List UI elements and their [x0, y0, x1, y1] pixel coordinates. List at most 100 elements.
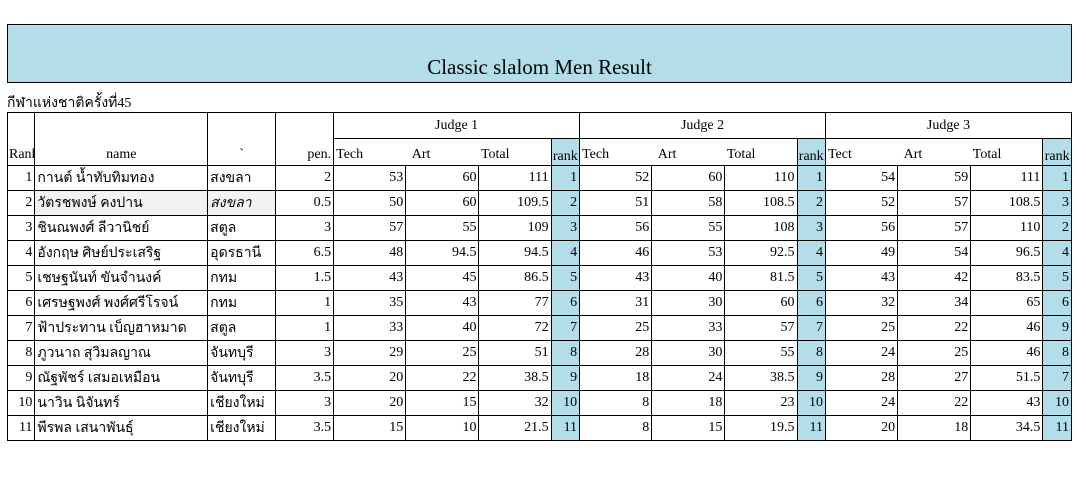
name-cell: วัตรชพงษ์ คงปาน	[34, 190, 209, 216]
j2-total-cell: 57	[724, 315, 798, 341]
j1-art-header: Art	[405, 138, 479, 166]
pen-cell: 3	[275, 390, 335, 416]
pen-header: pen.	[275, 138, 335, 166]
j3-rank-cell: 11	[1042, 415, 1072, 441]
province-cell: สงขลา	[207, 190, 277, 216]
j1-art-cell: 43	[405, 290, 480, 316]
j1-tech-cell: 57	[333, 215, 407, 241]
j1-tech-cell: 20	[333, 390, 407, 416]
pen-cell: 1	[275, 290, 335, 316]
table-row: 7 ฟ้าประทาน เบ็ญฮาหมาด สตูล 1 33 40 72 7 25 33 57 7…	[6, 315, 1072, 341]
rank-cell: 3	[6, 215, 36, 241]
name-cell: กานต์ น้ำทับทิมทอง	[34, 165, 209, 191]
name-header: name	[34, 138, 209, 166]
province-header: `	[207, 138, 277, 166]
j3-art-header: Art	[897, 138, 971, 166]
name-cell: อังกฤษ ศิษย์ประเสริฐ	[34, 240, 209, 266]
pen-cell: 6.5	[275, 240, 335, 266]
rank-cell: 6	[6, 290, 36, 316]
j3-total-cell: 111	[970, 165, 1044, 191]
j1-tech-cell: 53	[333, 165, 407, 191]
j2-art-cell: 33	[651, 315, 726, 341]
j2-tech-cell: 18	[579, 365, 653, 391]
j1-rank-cell: 9	[550, 365, 581, 391]
j2-total-cell: 60	[724, 290, 798, 316]
j2-tech-cell: 46	[579, 240, 653, 266]
j2-tech-cell: 52	[579, 165, 653, 191]
j3-art-cell: 42	[897, 265, 972, 291]
j1-art-cell: 22	[405, 365, 480, 391]
j1-tech-cell: 20	[333, 365, 407, 391]
j2-total-cell: 55	[724, 340, 798, 366]
j2-tech-header: Tech	[579, 138, 652, 166]
j3-tech-cell: 56	[824, 215, 899, 241]
j1-rank-cell: 2	[550, 190, 581, 216]
j3-total-cell: 65	[970, 290, 1044, 316]
j1-art-cell: 60	[405, 165, 480, 191]
j2-art-cell: 60	[651, 165, 726, 191]
rank-cell: 1	[6, 165, 36, 191]
j1-tech-header: Tech	[333, 138, 406, 166]
j3-total-cell: 34.5	[970, 415, 1044, 441]
j1-total-cell: 109	[478, 215, 552, 241]
j2-art-cell: 55	[651, 215, 726, 241]
j1-total-cell: 94.5	[478, 240, 552, 266]
j1-rank-cell: 6	[550, 290, 581, 316]
table-row: 4 อังกฤษ ศิษย์ประเสริฐ อุดรธานี 6.5 48 94.5 94…	[6, 240, 1072, 266]
j2-rank-cell: 11	[796, 415, 826, 441]
j3-art-cell: 22	[897, 315, 972, 341]
j2-tech-cell: 56	[579, 215, 653, 241]
results-table: Judge 1 Judge 2 Judge 3 Rank name ` pen.…	[6, 112, 1073, 441]
j3-total-cell: 110	[970, 215, 1044, 241]
j3-art-cell: 27	[897, 365, 972, 391]
j1-rank-cell: 8	[550, 340, 581, 366]
rank-header-top	[6, 112, 36, 139]
j2-tech-cell: 51	[579, 190, 653, 216]
j1-tech-cell: 29	[333, 340, 407, 366]
table-row: 3 ชินณพงศ์ ลีวานิชย์ สตูล 3 57 55 109 3 56 55 108 3…	[6, 215, 1072, 241]
rank-cell: 4	[6, 240, 36, 266]
name-cell: เศรษฐพงศ์ พงศ์ศรีโรจน์	[34, 290, 209, 316]
j1-art-cell: 40	[405, 315, 480, 341]
j1-tech-cell: 35	[333, 290, 407, 316]
j3-art-cell: 57	[897, 215, 972, 241]
table-row: 10 นาวิน นิจันทร์ เชียงใหม่ 3 20 15 32 10 8 18 23 1…	[6, 390, 1072, 416]
j2-art-cell: 15	[651, 415, 726, 441]
j2-art-cell: 24	[651, 365, 726, 391]
j3-rank-cell: 2	[1042, 215, 1072, 241]
j3-tech-cell: 43	[824, 265, 899, 291]
j3-rank-cell: 4	[1042, 240, 1072, 266]
j3-total-cell: 83.5	[970, 265, 1044, 291]
j2-total-cell: 81.5	[724, 265, 798, 291]
header-row-columns: Rank name ` pen. Tech Art Total rank Tec…	[6, 138, 1072, 166]
j3-total-cell: 51.5	[970, 365, 1044, 391]
j1-rank-cell: 5	[550, 265, 581, 291]
rank-cell: 5	[6, 265, 36, 291]
pen-cell: 2	[275, 165, 335, 191]
j3-rank-cell: 9	[1042, 315, 1072, 341]
j1-total-cell: 21.5	[478, 415, 552, 441]
judge2-header: Judge 2	[579, 112, 826, 139]
j2-total-cell: 92.5	[724, 240, 798, 266]
pen-cell: 3	[275, 340, 335, 366]
j3-tech-cell: 52	[824, 190, 899, 216]
j2-rank-header: rank	[796, 138, 826, 166]
j2-rank-cell: 2	[796, 190, 826, 216]
j3-tech-cell: 54	[824, 165, 899, 191]
j3-tech-cell: 20	[824, 415, 899, 441]
name-cell: นาวิน นิจันทร์	[34, 390, 209, 416]
rank-cell: 7	[6, 315, 36, 341]
j3-art-cell: 22	[897, 390, 972, 416]
rank-cell: 2	[6, 190, 36, 216]
j3-tech-header: Tect	[824, 138, 898, 166]
j2-total-cell: 23	[724, 390, 798, 416]
j1-tech-cell: 43	[333, 265, 407, 291]
j3-rank-cell: 1	[1042, 165, 1072, 191]
subtitle: กีฬาแห่งชาติครั้งที่45	[7, 96, 132, 111]
j1-tech-cell: 15	[333, 415, 407, 441]
j3-tech-cell: 25	[824, 315, 899, 341]
pen-cell: 1.5	[275, 265, 335, 291]
j2-tech-cell: 25	[579, 315, 653, 341]
j2-art-cell: 30	[651, 340, 726, 366]
province-cell: เชียงใหม่	[207, 390, 277, 416]
